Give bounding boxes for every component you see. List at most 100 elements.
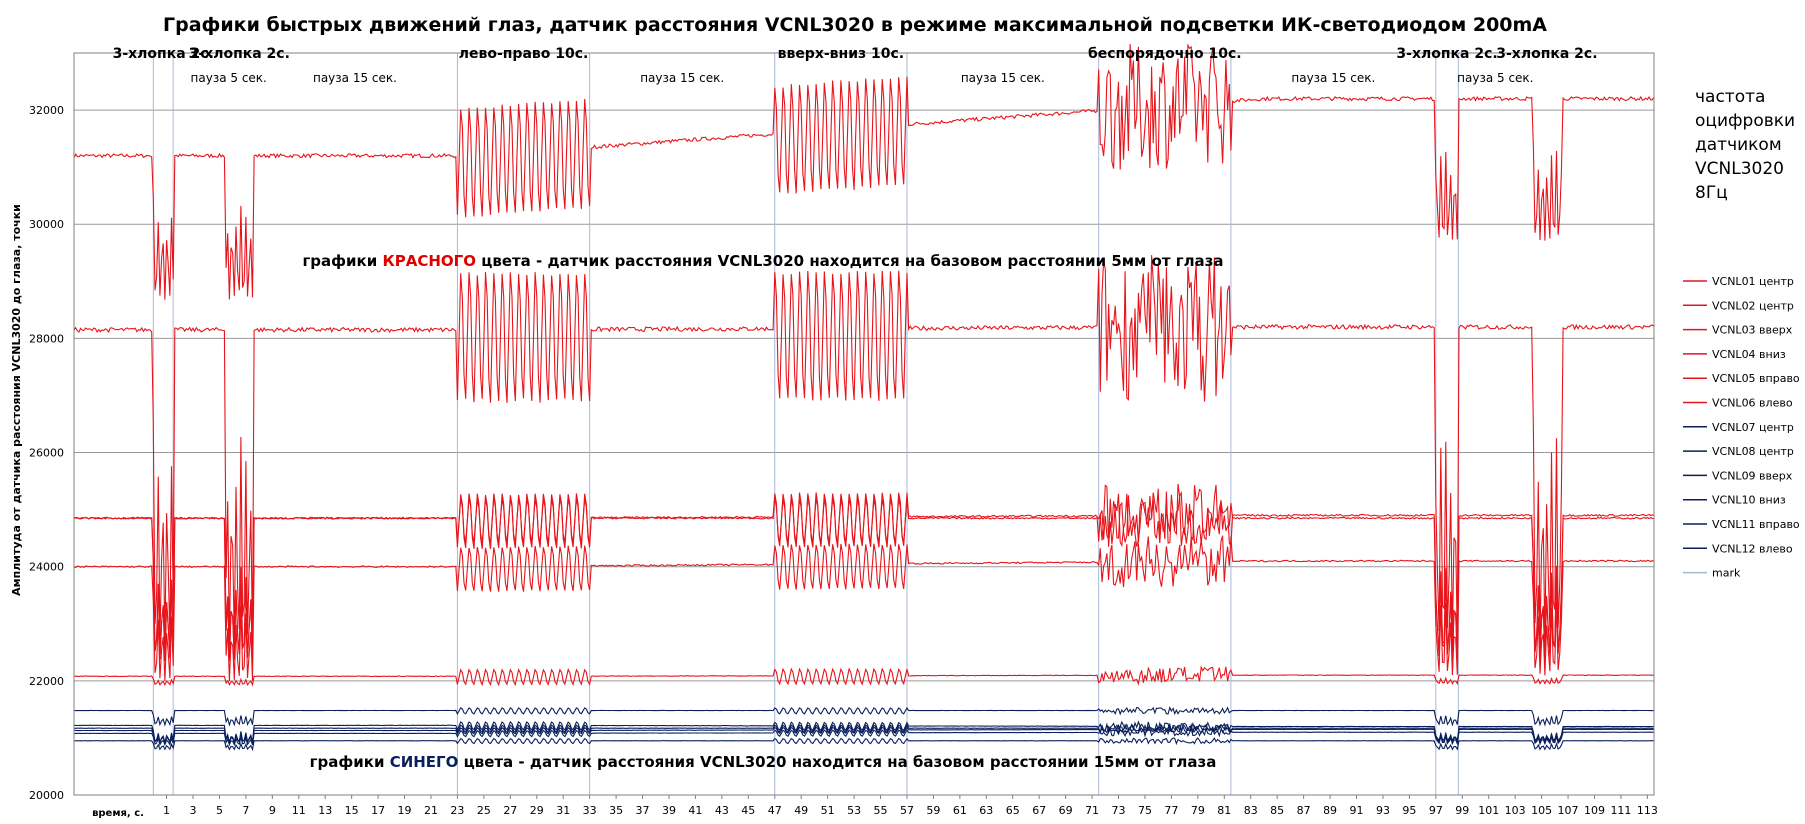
y-tick-label: 30000 bbox=[29, 218, 64, 231]
x-tick-label: 5 bbox=[216, 804, 223, 817]
x-tick-label: 13 bbox=[318, 804, 332, 817]
freq-line-5: 8Гц bbox=[1695, 183, 1728, 203]
legend-item: VCNL06 влево bbox=[1712, 397, 1793, 410]
freq-line-3: датчиком bbox=[1695, 135, 1782, 155]
phase-label: вверх-вниз 10с. bbox=[778, 46, 905, 62]
legend-item: VCNL09 вверх bbox=[1712, 469, 1793, 482]
x-tick-label: 107 bbox=[1558, 804, 1579, 817]
phase-label: 3-хлопка 2с. bbox=[1396, 46, 1497, 62]
plot-series bbox=[73, 43, 1655, 752]
x-tick-label: 103 bbox=[1505, 804, 1526, 817]
x-axis-label: время, с. bbox=[92, 808, 144, 819]
red-note-suffix: цвета - датчик расстояния VCNL3020 наход… bbox=[476, 252, 1224, 270]
y-tick-label: 32000 bbox=[29, 104, 64, 117]
x-tick-label: 41 bbox=[688, 804, 702, 817]
x-tick-label: 109 bbox=[1584, 804, 1605, 817]
y-tick-label: 24000 bbox=[29, 561, 64, 574]
series-line bbox=[73, 706, 1654, 727]
x-tick-label: 89 bbox=[1323, 804, 1337, 817]
phase-labels: 3-хлопка 2с.3-хлопка 2с. лево-право 10с. в… bbox=[113, 46, 1598, 62]
x-tick-label: 47 bbox=[768, 804, 782, 817]
x-tick-label: 55 bbox=[874, 804, 888, 817]
x-tick-label: 95 bbox=[1402, 804, 1416, 817]
series-line bbox=[73, 43, 1655, 300]
y-tick-label: 20000 bbox=[29, 789, 64, 802]
legend-item: VCNL10 вниз bbox=[1712, 494, 1786, 507]
x-tick-label: 21 bbox=[424, 804, 438, 817]
pause-label: пауза 5 сек. bbox=[1457, 71, 1533, 85]
legend-item: VCNL03 вверх bbox=[1712, 324, 1793, 337]
pause-label: пауза 15 сек. bbox=[640, 71, 724, 85]
grid bbox=[74, 109, 1654, 682]
x-tick-label: 101 bbox=[1478, 804, 1499, 817]
x-tick-label: 75 bbox=[1138, 804, 1152, 817]
pause-label: пауза 5 сек. bbox=[191, 71, 267, 85]
freq-line-2: оцифровки bbox=[1695, 111, 1795, 131]
y-axis-ticks: 20000 22000 24000 26000 28000 30000 32000 bbox=[29, 104, 64, 802]
red-note: графики КРАСНОГО цвета - датчик расстоян… bbox=[302, 252, 1223, 270]
pause-label: пауза 15 сек. bbox=[313, 71, 397, 85]
series-line bbox=[73, 255, 1655, 646]
x-tick-label: 91 bbox=[1350, 804, 1364, 817]
x-tick-label: 71 bbox=[1085, 804, 1099, 817]
legend-item: VCNL01 центр bbox=[1712, 275, 1794, 288]
y-tick-label: 26000 bbox=[29, 447, 64, 460]
series-line bbox=[73, 535, 1655, 682]
sampling-frequency-note: частота оцифровки датчиком VCNL3020 8Гц bbox=[1695, 87, 1795, 203]
x-tick-label: 23 bbox=[450, 804, 464, 817]
x-tick-label: 97 bbox=[1429, 804, 1443, 817]
series-line bbox=[74, 727, 1655, 747]
x-axis-ticks: 1 3 5 7 9 11 13 15 17 19 21 23 25 27 29 31 33 35 37 39 41 43 4… bbox=[163, 795, 1658, 817]
x-tick-label: 79 bbox=[1191, 804, 1205, 817]
x-tick-label: 9 bbox=[269, 804, 276, 817]
freq-line-4: VCNL3020 bbox=[1695, 159, 1784, 179]
x-tick-label: 51 bbox=[821, 804, 835, 817]
y-tick-label: 22000 bbox=[29, 675, 64, 688]
blue-note-color-word: СИНЕГО bbox=[390, 753, 459, 771]
chart-title: Графики быстрых движений глаз, датчик ра… bbox=[163, 14, 1547, 36]
y-axis-label: Амплитуда от датчика расстояния VCNL3020… bbox=[10, 204, 23, 596]
red-note-color-word: КРАСНОГО bbox=[382, 252, 476, 270]
phase-label: лево-право 10с. bbox=[459, 46, 589, 62]
phase-label: 3-хлопка 2с. bbox=[189, 46, 290, 62]
x-tick-label: 77 bbox=[1164, 804, 1178, 817]
x-tick-label: 111 bbox=[1610, 804, 1631, 817]
series-line bbox=[73, 490, 1655, 662]
x-tick-label: 35 bbox=[609, 804, 623, 817]
legend-item: VCNL12 влево bbox=[1712, 542, 1793, 555]
series-line bbox=[74, 737, 1655, 752]
series-line bbox=[73, 720, 1654, 746]
phase-label: 3-хлопка 2с. bbox=[113, 46, 214, 62]
x-tick-label: 69 bbox=[1059, 804, 1073, 817]
phase-label: беспорядочно 10с. bbox=[1088, 46, 1242, 62]
x-tick-label: 29 bbox=[530, 804, 544, 817]
x-tick-label: 99 bbox=[1455, 804, 1469, 817]
x-tick-label: 93 bbox=[1376, 804, 1390, 817]
legend-item: VCNL07 центр bbox=[1712, 421, 1794, 434]
x-tick-label: 15 bbox=[345, 804, 359, 817]
x-tick-label: 73 bbox=[1112, 804, 1126, 817]
phase-label: 3-хлопка 2с. bbox=[1496, 46, 1597, 62]
x-tick-label: 81 bbox=[1217, 804, 1231, 817]
freq-line-1: частота bbox=[1695, 87, 1765, 107]
blue-note-prefix: графики bbox=[310, 753, 390, 771]
x-tick-label: 27 bbox=[503, 804, 517, 817]
x-tick-label: 59 bbox=[926, 804, 940, 817]
legend-item: VCNL04 вниз bbox=[1712, 348, 1786, 361]
x-tick-label: 61 bbox=[953, 804, 967, 817]
x-tick-label: 39 bbox=[662, 804, 676, 817]
x-tick-label: 57 bbox=[900, 804, 914, 817]
x-tick-label: 65 bbox=[1006, 804, 1020, 817]
y-tick-label: 28000 bbox=[29, 332, 64, 345]
x-tick-label: 7 bbox=[242, 804, 249, 817]
x-tick-label: 25 bbox=[477, 804, 491, 817]
x-tick-label: 1 bbox=[163, 804, 170, 817]
plot-frame bbox=[73, 52, 1655, 796]
x-tick-label: 83 bbox=[1244, 804, 1258, 817]
blue-note: графики СИНЕГО цвета - датчик расстояния… bbox=[310, 753, 1217, 771]
x-tick-label: 85 bbox=[1270, 804, 1284, 817]
legend-item: mark bbox=[1712, 567, 1741, 580]
x-tick-label: 113 bbox=[1637, 804, 1658, 817]
red-note-prefix: графики bbox=[302, 252, 382, 270]
